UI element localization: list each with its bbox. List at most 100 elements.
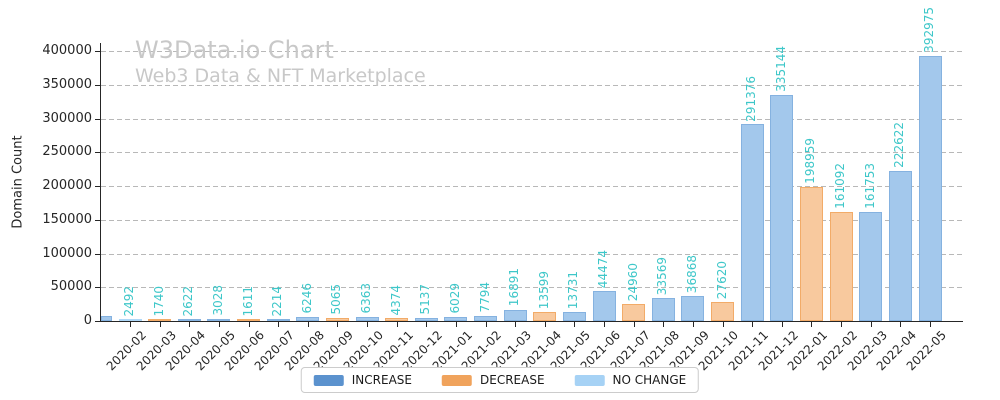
y-tick-label-150000: 150000 — [42, 211, 92, 227]
x-tick-mark — [248, 322, 250, 327]
legend-item-nochange: NO CHANGE — [574, 373, 687, 387]
y-tick-mark — [95, 84, 100, 86]
bar-value-label-2020-02: 2492 — [122, 285, 136, 317]
y-tick-label-200000: 200000 — [42, 178, 92, 193]
bar-2021-04 — [533, 311, 557, 321]
x-tick-mark — [604, 322, 606, 327]
legend-swatch-nochange — [574, 374, 605, 386]
bar-2022-05 — [918, 55, 942, 321]
x-tick-mark — [781, 322, 783, 327]
bar-2022-03 — [859, 211, 883, 321]
bar-2020-02 — [118, 319, 142, 321]
x-tick-mark — [426, 322, 428, 327]
bar-2022-01 — [799, 186, 823, 321]
bar-value-label-2021-06: 44474 — [596, 249, 611, 288]
bar-2020-05 — [207, 318, 231, 321]
y-tick-mark — [95, 253, 100, 255]
x-tick-mark — [692, 322, 694, 327]
x-tick-mark — [367, 322, 369, 327]
bar-2020-09 — [325, 317, 349, 321]
legend-label-nochange: NO CHANGE — [612, 373, 687, 387]
bar-value-label-2022-05: 392975 — [922, 6, 936, 53]
bar-value-label-2022-01: 198959 — [803, 137, 818, 184]
y-tick-mark — [95, 51, 100, 52]
bar-value-label-2020-08: 6246 — [299, 283, 314, 314]
x-tick-mark — [130, 322, 131, 327]
bar-2021-12 — [770, 94, 794, 321]
x-tick-mark — [930, 322, 931, 327]
bar-2021-02 — [474, 315, 498, 321]
y-tick-label-50000: 50000 — [50, 279, 92, 295]
y-tick-label-350000: 350000 — [42, 76, 92, 92]
bar-value-label-2021-05: 13731 — [566, 270, 581, 309]
x-tick-mark — [811, 322, 813, 327]
bar-2021-08 — [651, 298, 675, 321]
bar-value-label-2020-06: 1611 — [240, 285, 255, 317]
x-tick-mark — [633, 322, 635, 327]
bar-value-label-2021-08: 33569 — [655, 257, 670, 296]
bar-2021-10 — [711, 302, 735, 321]
y-tick-mark — [95, 321, 100, 322]
y-tick-label-400000: 400000 — [42, 43, 92, 58]
y-tick-label-100000: 100000 — [42, 245, 92, 261]
bar-value-label-2021-11: 291376 — [744, 75, 759, 122]
bar-value-label-2020-11: 4374 — [388, 284, 403, 316]
bar-value-label-2022-04: 222622 — [892, 121, 907, 168]
bar-value-label-2020-09: 5065 — [329, 284, 344, 315]
bar-2020-06 — [237, 319, 261, 321]
bar-2021-11 — [740, 124, 764, 321]
bar-value-label-2021-01: 6029 — [447, 283, 462, 314]
gridline-250000 — [101, 152, 963, 154]
bar-value-label-2021-02: 7794 — [477, 282, 492, 313]
x-tick-mark — [544, 322, 546, 327]
legend-swatch-increase — [313, 374, 344, 386]
legend: INCREASE DECREASE NO CHANGE — [300, 367, 700, 393]
x-tick-mark — [189, 322, 191, 327]
x-tick-mark — [900, 322, 902, 327]
x-tick-mark — [485, 322, 487, 327]
bar-value-label-2021-12: 335144 — [773, 45, 788, 92]
y-tick-mark — [95, 152, 100, 154]
bar-value-label-2020-03: 1740 — [151, 285, 166, 317]
gridline-350000 — [101, 84, 963, 86]
y-tick-label-250000: 250000 — [42, 144, 92, 160]
bar-value-label-2020-05: 3028 — [210, 285, 225, 316]
legend-label-decrease: DECREASE — [479, 373, 545, 387]
bar-2020-07 — [266, 319, 290, 321]
x-tick-mark — [841, 322, 843, 327]
bar-2022-04 — [888, 170, 912, 321]
x-tick-mark — [574, 322, 576, 327]
gridline-400000 — [101, 51, 963, 52]
x-axis-spine — [100, 321, 963, 322]
legend-item-increase: INCREASE — [313, 373, 412, 387]
gridline-200000 — [101, 186, 963, 187]
gridline-300000 — [101, 118, 963, 120]
bar-value-label-2021-03: 16891 — [507, 268, 522, 307]
y-tick-mark — [95, 186, 100, 187]
x-tick-mark — [515, 322, 517, 327]
bar-2021-07 — [622, 304, 646, 321]
bar-2020-04 — [177, 319, 201, 321]
bar-2020-08 — [296, 316, 320, 321]
y-tick-label-0: 0 — [83, 313, 92, 328]
x-tick-mark — [455, 322, 457, 327]
bar-partial-left-edge — [101, 316, 112, 321]
x-tick-mark — [159, 322, 161, 327]
y-tick-mark — [95, 118, 100, 120]
x-tick-mark — [396, 322, 398, 327]
bar-2021-05 — [562, 311, 586, 321]
plot-area: 2492 1740 2622 3028 1611 2214 6246 5065 6363 4374… — [101, 7, 963, 321]
y-axis-spine — [100, 43, 101, 322]
legend-label-increase: INCREASE — [351, 373, 412, 387]
legend-item-decrease: DECREASE — [441, 373, 545, 387]
bar-value-label-2020-07: 2214 — [270, 285, 285, 317]
x-tick-mark — [278, 322, 280, 327]
x-tick-mark — [870, 322, 872, 327]
bar-value-label-2022-02: 161092 — [833, 163, 848, 210]
y-tick-label-300000: 300000 — [42, 110, 92, 126]
bar-2020-11 — [385, 318, 409, 321]
bar-2021-06 — [592, 290, 616, 321]
bar-value-label-2021-07: 24960 — [625, 262, 640, 302]
gridline-50000 — [101, 287, 963, 289]
